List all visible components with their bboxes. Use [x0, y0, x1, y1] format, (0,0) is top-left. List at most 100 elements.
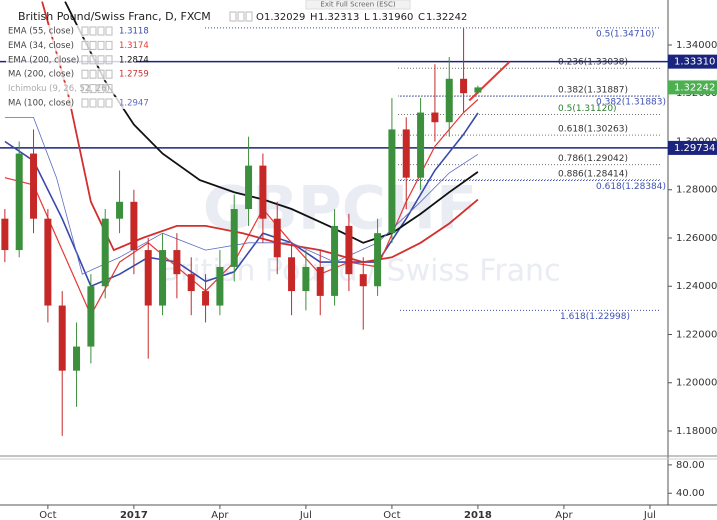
legend-icon	[81, 26, 89, 36]
fib-label: 0.382(1.31883)	[596, 98, 666, 108]
price-box-label: 1.32242	[674, 82, 715, 93]
candle-body	[402, 129, 410, 178]
candle-body	[144, 250, 152, 306]
x-tick-label: 2018	[464, 510, 492, 520]
ohlc-value: 1.32029	[264, 12, 305, 23]
candle-body	[302, 266, 310, 292]
legend-name: Ichimoku (9, 26, 52, 26)	[8, 84, 110, 94]
chart-title: British Pound/Swiss Franc, D, FXCM	[18, 10, 211, 23]
price-box	[668, 54, 717, 69]
legend-value: 1.2759	[119, 70, 149, 80]
candle-body	[288, 257, 296, 292]
x-tick-label: Jul	[643, 510, 656, 520]
fib-label: 0.236(1.33038)	[558, 58, 628, 68]
legend-icon	[105, 84, 113, 94]
candle-body	[230, 209, 238, 267]
candle-body	[316, 266, 324, 296]
candle-body	[331, 225, 339, 296]
legend-value: 1.2947	[119, 99, 149, 109]
legend-value: 1.3118	[119, 27, 149, 37]
legend-name: EMA (34, close)	[8, 41, 74, 51]
candle-body	[374, 233, 382, 287]
legend-icon	[105, 55, 113, 65]
ohlc-value: 1.32242	[426, 12, 467, 23]
legend-name: MA (100, close)	[8, 99, 74, 109]
candle-body	[417, 112, 425, 178]
legend-icon	[105, 26, 113, 36]
legend-value: 1.3174	[119, 41, 149, 51]
legend-icon	[89, 98, 97, 108]
candle-body	[359, 274, 367, 287]
candle-body	[173, 250, 181, 275]
fib-label: 0.786(1.29042)	[558, 154, 628, 164]
legend-icon	[81, 40, 89, 50]
legend-icon	[97, 98, 105, 108]
trendline	[468, 61, 511, 102]
candle-body	[273, 218, 281, 258]
candle-body	[73, 346, 81, 371]
fib-label: 0.5(1.31120)	[558, 104, 617, 114]
x-tick-label: Oct	[383, 510, 400, 520]
indicator-line	[41, 1, 479, 264]
y-tick-label: 80.00	[676, 460, 705, 471]
fib-label: 0.618(1.28384)	[596, 182, 666, 192]
legend-name: EMA (55, close)	[8, 27, 74, 37]
price-box-label: 1.33310	[674, 57, 715, 68]
candle-body	[259, 165, 267, 219]
legend-icon	[105, 40, 113, 50]
fib-label: 0.618(1.30263)	[558, 125, 628, 135]
legend-icon	[97, 40, 105, 50]
y-tick-label: 1.20000	[676, 378, 717, 389]
ohlc-key: L	[364, 12, 370, 23]
legend-icon	[81, 98, 89, 108]
candle-body	[130, 201, 138, 251]
header-icon	[237, 11, 245, 22]
candle-body	[345, 225, 353, 275]
candle-body	[1, 218, 9, 251]
legend-icon	[97, 55, 105, 65]
legend-icon	[97, 84, 105, 94]
candle-body	[30, 153, 38, 219]
header-icon	[229, 11, 237, 22]
y-tick-label: 1.18000	[676, 426, 717, 437]
candle-body	[431, 112, 439, 123]
legend-icon	[81, 69, 89, 79]
legend-icon	[89, 55, 97, 65]
price-box	[668, 140, 717, 155]
legend-icon	[89, 69, 97, 79]
price-box-label: 1.29734	[674, 143, 715, 154]
y-tick-label: 1.28000	[676, 185, 717, 196]
candle-body	[44, 218, 52, 306]
candle-body	[388, 129, 396, 234]
ohlc-key: O	[256, 12, 264, 23]
legend-value: 1.2874	[119, 55, 149, 65]
tooltip: Exit Full Screen (ESC)	[320, 1, 395, 9]
candle-body	[474, 87, 482, 93]
candle-body	[187, 274, 195, 292]
legend-icon	[89, 40, 97, 50]
y-tick-label: 1.24000	[676, 281, 717, 292]
indicator-line	[4, 117, 479, 275]
candle-body	[245, 165, 253, 210]
fib-label: 0.5(1.34710)	[596, 29, 655, 39]
x-tick-label: Apr	[555, 510, 573, 520]
y-tick-label: 1.22000	[676, 329, 717, 340]
ohlc-value: 1.32313	[318, 12, 359, 23]
legend-icon	[97, 69, 105, 79]
ohlc-key: C	[418, 12, 425, 23]
y-tick-label: 1.26000	[676, 233, 717, 244]
legend-icon	[81, 55, 89, 65]
candle-body	[202, 291, 210, 306]
fib-label: 1.618(1.22998)	[560, 312, 630, 322]
legend-icon	[89, 84, 97, 94]
price-box	[668, 80, 717, 95]
y-tick-label: 1.34000	[676, 40, 717, 51]
legend-icon	[89, 26, 97, 36]
x-tick-label: Jul	[299, 510, 312, 520]
y-tick-label: 40.00	[676, 488, 705, 499]
candle-body	[101, 218, 109, 287]
candle-body	[87, 286, 95, 347]
ohlc-key: H	[310, 12, 318, 23]
header-icon	[245, 11, 253, 22]
